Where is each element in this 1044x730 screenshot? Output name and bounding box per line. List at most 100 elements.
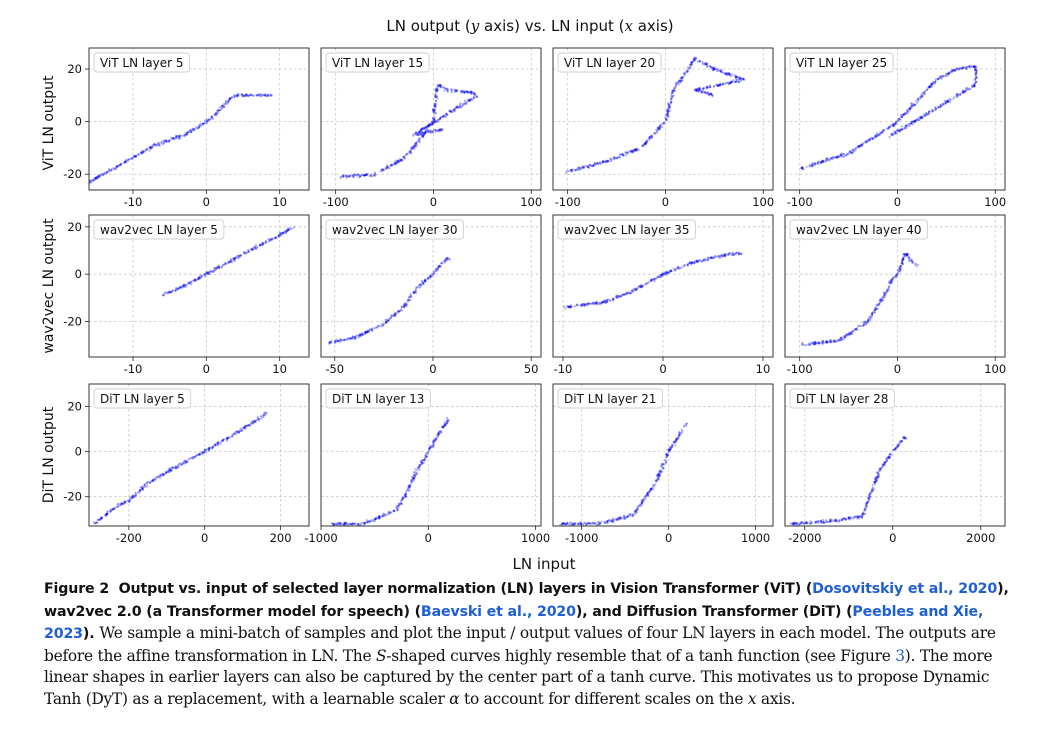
scatter-point — [459, 106, 462, 109]
scatter-point — [408, 150, 411, 153]
scatter-point — [843, 335, 847, 338]
scatter-point — [964, 90, 967, 93]
scatter-point — [913, 120, 916, 123]
scatter-point — [910, 106, 913, 109]
scatter-point — [223, 438, 226, 441]
scatter-point — [363, 332, 366, 335]
scatter-point — [673, 88, 676, 92]
x-tick-label: -100 — [787, 195, 813, 209]
scatter-point — [939, 76, 942, 79]
scatter-point — [461, 104, 464, 108]
scatter-point — [906, 252, 910, 256]
scatter-point — [165, 471, 168, 474]
scatter-point — [885, 457, 888, 460]
scatter-point — [141, 487, 144, 490]
scatter-point — [874, 478, 877, 481]
scatter-point — [872, 486, 875, 489]
citation-baevski[interactable]: Baevski et al., 2020 — [420, 603, 576, 620]
scatter-point — [972, 84, 975, 88]
scatter-point — [402, 155, 406, 158]
scatter-point — [168, 139, 171, 142]
scatter-point — [244, 426, 247, 429]
scatter-point — [824, 341, 827, 344]
scatter-point — [148, 145, 151, 148]
scatter-point — [378, 514, 381, 518]
scatter-point — [621, 153, 624, 156]
scatter-point — [103, 172, 106, 175]
scatter-point — [949, 98, 952, 101]
scatter-point — [847, 333, 851, 336]
scatter-point — [718, 84, 722, 87]
scatter-point — [641, 502, 644, 505]
scatter-point — [954, 67, 958, 70]
scatter-point — [178, 135, 181, 138]
scatter-point — [435, 119, 439, 122]
scatter-point — [632, 149, 635, 152]
scatter-point — [735, 75, 738, 78]
scatter-point — [170, 467, 173, 470]
scatter-point — [905, 124, 909, 127]
scatter-point — [131, 496, 134, 500]
scatter-point — [959, 94, 962, 97]
scatter-point — [121, 503, 124, 506]
scatter-point — [430, 445, 433, 448]
scatter-point — [109, 510, 112, 513]
scatter-point — [92, 521, 95, 524]
scatter-point — [583, 165, 586, 168]
scatter-point — [232, 256, 235, 260]
scatter-point — [931, 82, 934, 85]
scatter-point — [674, 268, 677, 271]
scatter-point — [239, 254, 242, 258]
figure-reference-link[interactable]: 3 — [895, 646, 905, 665]
scatter-point — [208, 447, 211, 450]
scatter-point — [662, 467, 665, 470]
scatter-point — [207, 448, 210, 451]
scatter-point — [604, 299, 607, 302]
scatter-point — [241, 95, 244, 98]
citation-dosovitskiy[interactable]: Dosovitskiy et al., 2020 — [812, 581, 998, 597]
scatter-point — [104, 172, 107, 175]
scatter-point — [336, 523, 339, 526]
scatter-point — [198, 123, 201, 126]
scatter-point — [830, 156, 833, 160]
scatter-point — [417, 130, 420, 133]
scatter-point — [677, 435, 681, 438]
scatter-point — [890, 132, 893, 136]
scatter-point — [738, 76, 741, 79]
scatter-point — [870, 490, 874, 493]
scatter-point — [113, 507, 116, 510]
scatter-point — [721, 83, 724, 86]
scatter-point — [669, 446, 673, 449]
scatter-point — [377, 517, 380, 520]
scatter-point — [168, 469, 171, 472]
scatter-point — [842, 517, 845, 520]
scatter-points — [800, 64, 979, 171]
scatter-point — [706, 86, 709, 89]
scatter-point — [720, 253, 723, 256]
scatter-point — [838, 155, 841, 158]
scatter-point — [657, 127, 660, 130]
scatter-point — [624, 151, 627, 154]
citation-peebles[interactable]: Peebles and Xie, 2023 — [44, 603, 984, 643]
scatter-point — [738, 77, 741, 80]
scatter-point — [677, 266, 680, 269]
scatter-point — [893, 130, 896, 133]
scatter-point — [864, 323, 868, 326]
scatter-point — [94, 178, 97, 181]
scatter-point — [403, 302, 406, 305]
scatter-point — [395, 506, 398, 509]
scatter-point — [831, 158, 834, 161]
scatter-point — [658, 126, 661, 129]
scatter-point — [893, 275, 897, 278]
scatter-point — [695, 88, 698, 91]
scatter-point — [164, 139, 167, 142]
scatter-point — [668, 107, 671, 110]
scatter-point — [338, 523, 341, 526]
scatter-point — [972, 65, 975, 68]
scatter-point — [651, 483, 655, 487]
scatter-point — [410, 480, 413, 483]
scatter-point — [860, 144, 863, 147]
scatter-point — [640, 499, 643, 502]
scatter-point — [907, 256, 910, 259]
scatter-point — [902, 113, 905, 116]
